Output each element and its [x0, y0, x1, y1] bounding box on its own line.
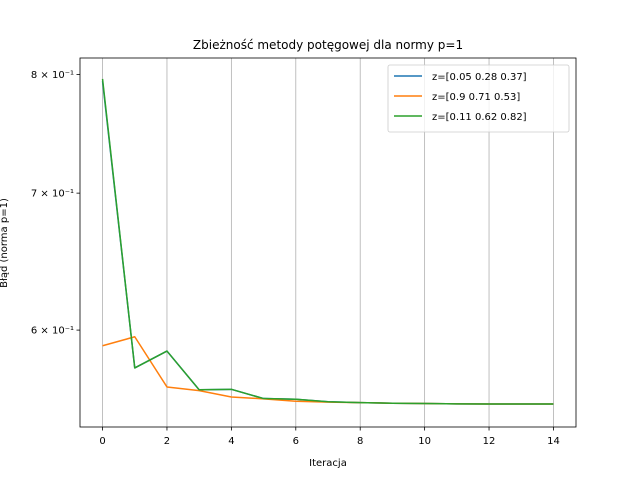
x-tick-label: 12 [483, 436, 496, 447]
series-line-3 [101, 78, 554, 405]
x-tick-label: 10 [418, 436, 431, 447]
x-tick-label: 4 [228, 436, 234, 447]
x-axis-ticks: 0 2 4 6 8 10 12 14 [99, 427, 560, 447]
x-tick-label: 14 [547, 436, 560, 447]
y-axis-ticks: 8 × 10⁻¹ 7 × 10⁻¹ 6 × 10⁻¹ [31, 70, 80, 337]
y-tick-label: 6 × 10⁻¹ [31, 326, 74, 337]
x-tick-label: 6 [293, 436, 299, 447]
x-tick-label: 8 [357, 436, 363, 447]
y-tick-label: 8 × 10⁻¹ [31, 70, 74, 81]
x-tick-label: 2 [164, 436, 170, 447]
chart-title: Zbieżność metody potęgowej dla normy p=1 [193, 38, 463, 52]
series-line-2 [102, 336, 554, 405]
legend-label-3: z=[0.11 0.62 0.82] [432, 112, 527, 123]
y-tick-label: 7 × 10⁻¹ [31, 189, 74, 200]
legend-box [387, 64, 570, 133]
y-axis-label: Błąd (norma p=1) [0, 198, 10, 288]
x-tick-label: 0 [99, 436, 105, 447]
legend-label-1: z=[0.05 0.28 0.37] [432, 72, 527, 83]
legend: z=[0.05 0.28 0.37] z=[0.9 0.71 0.53] z=[0.… [387, 64, 570, 133]
series-lines [101, 78, 554, 405]
x-axis-label: Iteracja [309, 458, 347, 469]
plot-frame [79, 57, 577, 428]
legend-label-2: z=[0.9 0.71 0.53] [432, 92, 520, 103]
